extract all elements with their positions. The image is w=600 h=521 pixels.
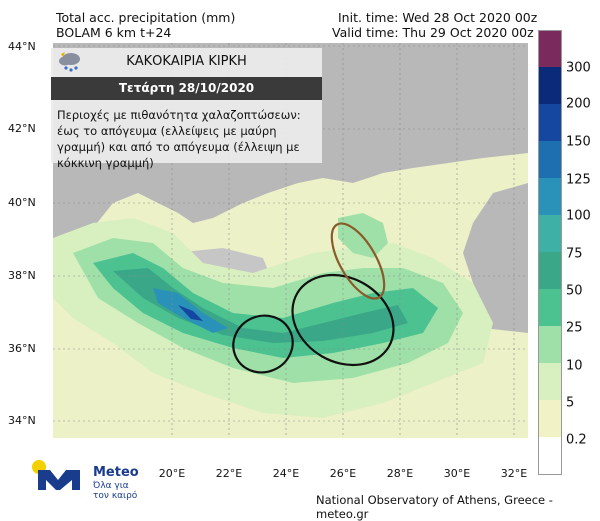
overlay-description: Περιοχές με πιθανότητα χαλαζοπτώσεων: έω… <box>57 108 301 170</box>
legend-swatch <box>538 104 562 141</box>
valid-time: Valid time: Thu 29 Oct 2020 00z <box>332 25 534 40</box>
product-title: Total acc. precipitation (mm) <box>56 10 236 25</box>
legend-label: 0.2 <box>566 432 587 448</box>
legend-label: 5 <box>566 395 575 411</box>
legend-swatch <box>538 67 562 104</box>
init-time: Init. time: Wed 28 Oct 2020 00z <box>338 10 538 25</box>
legend-label: 100 <box>566 208 591 224</box>
legend-swatch <box>538 30 562 68</box>
legend-label: 50 <box>566 283 583 299</box>
legend-swatch <box>538 437 562 475</box>
lat-label: 36°N <box>8 342 36 355</box>
cloud-hail-icon <box>59 52 80 72</box>
legend-label: 10 <box>566 358 583 374</box>
hail-ellipse-red <box>330 222 386 300</box>
lat-label: 38°N <box>8 269 36 282</box>
lon-label: 22°E <box>215 467 243 480</box>
legend-label: 300 <box>566 60 591 76</box>
footer-credit: National Observatory of Athens, Greece -… <box>316 493 553 521</box>
lon-label: 28°E <box>386 467 414 480</box>
legend-label: 75 <box>566 246 583 262</box>
info-panel: ΚΑΚΟΚΑΙΡΙΑ ΚΙΡΚΗ Τετάρτη 28/10/2020 Περι… <box>51 48 322 170</box>
lat-label: 44°N <box>8 40 36 53</box>
legend-swatch <box>538 141 562 178</box>
overlay-title: ΚΑΚΟΚΑΙΡΙΑ ΚΙΡΚΗ <box>126 54 247 69</box>
logo-tagline: Όλα για τον καιρό <box>93 481 138 501</box>
legend-label: 25 <box>566 320 583 336</box>
legend-label: 150 <box>566 134 591 150</box>
meteo-logo-icon <box>32 460 80 490</box>
lon-label: 24°E <box>272 467 300 480</box>
lon-label: 20°E <box>158 467 186 480</box>
legend-swatch <box>538 400 562 437</box>
legend-label: 125 <box>566 172 591 188</box>
lon-label: 26°E <box>329 467 357 480</box>
legend-swatch <box>538 252 562 289</box>
lat-label: 42°N <box>8 122 36 135</box>
legend-swatch <box>538 363 562 400</box>
model-title: BOLAM 6 km t+24 <box>56 25 172 40</box>
lat-label: 40°N <box>8 196 36 209</box>
lon-label: 32°E <box>500 467 528 480</box>
lon-label: 30°E <box>443 467 471 480</box>
hail-ellipse-black-west <box>232 314 294 374</box>
legend-swatch <box>538 178 562 215</box>
legend-swatch <box>538 326 562 363</box>
legend-label: 200 <box>566 96 591 112</box>
hail-ellipse-black-east <box>291 273 395 367</box>
lat-label: 34°N <box>8 414 36 427</box>
logo-name: Meteo <box>93 465 139 480</box>
overlay-date: Τετάρτη 28/10/2020 <box>51 77 322 100</box>
legend-swatch <box>538 289 562 326</box>
legend-swatch <box>538 215 562 252</box>
